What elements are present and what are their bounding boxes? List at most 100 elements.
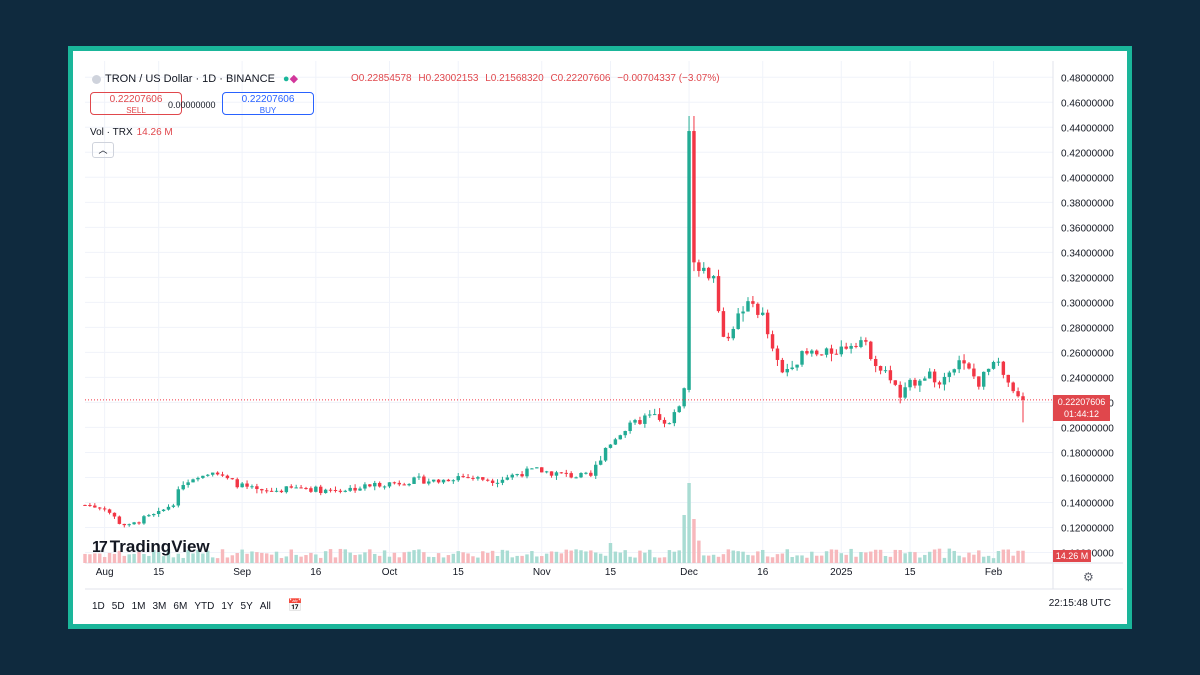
candle-body — [338, 490, 343, 492]
candle-body — [520, 474, 524, 477]
volume-legend[interactable]: Vol · TRX 14.26 M — [90, 127, 173, 138]
y-tick-label: 0.38000000 — [1061, 198, 1114, 209]
volume-bar — [898, 550, 902, 563]
candle-body — [672, 412, 677, 424]
range-5d[interactable]: 5D — [111, 601, 125, 612]
candle-body — [427, 481, 431, 484]
candle-body — [986, 368, 991, 372]
volume-bar — [98, 553, 102, 563]
volume-bar — [387, 556, 392, 563]
volume-bar — [274, 551, 279, 563]
candle-body — [667, 423, 672, 425]
candle-body — [618, 435, 623, 440]
gear-icon[interactable]: ⚙ — [1083, 570, 1094, 584]
buy-button[interactable]: 0.22207606 BUY — [222, 92, 314, 115]
volume-bar — [790, 557, 794, 563]
y-tick-label: 0.40000000 — [1061, 173, 1114, 184]
x-tick-label: Dec — [680, 567, 698, 578]
range-all[interactable]: All — [259, 601, 271, 612]
candle-body — [436, 479, 441, 483]
candle-body — [751, 301, 755, 304]
candle-body — [260, 489, 264, 491]
range-3m[interactable]: 3M — [152, 601, 167, 612]
candle-body — [98, 507, 102, 509]
candle-body — [230, 478, 235, 480]
volume-bar — [358, 554, 362, 563]
candle-body — [269, 490, 274, 492]
candle-body — [903, 387, 907, 398]
candle-body — [947, 372, 952, 377]
bar-countdown: 01:44:12 — [1063, 408, 1100, 419]
candle-body — [765, 312, 770, 335]
candle-body — [780, 359, 785, 373]
volume-bar — [412, 550, 416, 563]
volume-bar — [648, 549, 652, 563]
volume-bar — [549, 551, 554, 563]
candle-body — [240, 483, 244, 488]
candle-body — [815, 350, 819, 355]
utc-clock[interactable]: 22:15:48 UTC — [1048, 598, 1111, 609]
candle-body — [431, 479, 436, 482]
volume-bar — [107, 552, 112, 563]
volume-bar — [697, 540, 701, 563]
volume-value: 14.26 M — [136, 127, 173, 138]
calendar-icon[interactable]: 📅 — [287, 598, 303, 612]
volume-bar — [441, 557, 446, 563]
volume-bar — [210, 557, 215, 563]
volume-bar — [643, 552, 647, 563]
volume-bar — [780, 553, 785, 563]
candle-body — [363, 484, 367, 489]
y-tick-label: 0.48000000 — [1061, 73, 1114, 84]
candle-body — [574, 477, 578, 479]
chevron-up-icon[interactable]: ︿ — [92, 142, 114, 158]
volume-bar — [687, 483, 691, 563]
volume-bar — [864, 552, 868, 563]
candle-body — [613, 439, 618, 445]
volume-bar — [382, 550, 387, 563]
candle-body — [869, 341, 873, 359]
candle-body — [446, 479, 451, 482]
volume-bar — [422, 552, 426, 563]
candle-body — [535, 467, 539, 469]
candle-body — [83, 504, 87, 506]
volume-bar — [525, 554, 529, 563]
volume-bar — [515, 555, 519, 563]
volume-bar — [962, 557, 966, 563]
range-1m[interactable]: 1M — [131, 601, 146, 612]
price-chart[interactable]: 0.48000000 0.46000000 0.44000000 0.42000000… — [73, 51, 1127, 624]
volume-bar — [574, 549, 578, 563]
candle-body — [127, 524, 131, 526]
range-ytd[interactable]: YTD — [194, 601, 215, 612]
volume-bar — [829, 549, 834, 563]
candle-body — [210, 472, 215, 475]
candle-body — [220, 474, 225, 476]
candle-body — [594, 464, 598, 476]
symbol-title[interactable]: TRON / US Dollar · 1D · BINANCE ●◆ — [92, 72, 298, 85]
volume-bar — [746, 554, 750, 563]
candle-body — [721, 311, 726, 337]
sell-button[interactable]: 0.22207606 SELL — [90, 92, 182, 115]
sell-price: 0.22207606 — [109, 94, 163, 105]
volume-bar — [93, 553, 97, 563]
volume-label: Vol · TRX — [90, 127, 133, 138]
volume-bar — [657, 557, 662, 563]
candle-body — [1021, 396, 1025, 400]
volume-bar — [702, 555, 706, 563]
range-1d[interactable]: 1D — [92, 601, 105, 612]
volume-bar — [844, 554, 848, 563]
volume-bar — [672, 551, 677, 563]
candle-body — [608, 444, 613, 448]
volume-bar — [240, 549, 244, 563]
open-value: O0.22854578 — [351, 73, 412, 84]
range-6m[interactable]: 6M — [173, 601, 188, 612]
candle-body — [834, 353, 839, 355]
range-5y[interactable]: 5Y — [240, 601, 253, 612]
volume-bar — [176, 553, 181, 563]
volume-bar — [505, 550, 510, 563]
volume-bar — [392, 552, 397, 563]
volume-bar — [323, 551, 328, 563]
volume-bar — [255, 552, 259, 563]
low-value: L0.21568320 — [485, 73, 544, 84]
range-1y[interactable]: 1Y — [221, 601, 234, 612]
volume-bar — [589, 550, 593, 563]
